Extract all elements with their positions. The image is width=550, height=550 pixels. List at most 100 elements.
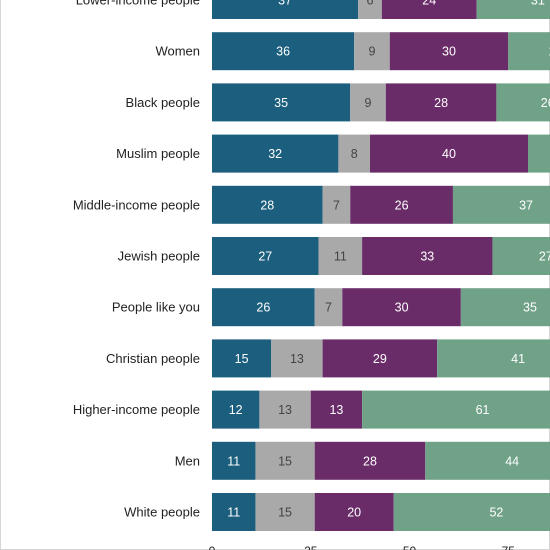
data-label: 37 — [278, 0, 292, 8]
bar-segment — [212, 390, 260, 429]
data-label: 24 — [549, 45, 550, 59]
bar-segment — [508, 32, 550, 71]
category-label: Christian people — [106, 351, 200, 366]
category-label: Women — [155, 44, 200, 59]
bar-row: Muslim people3284017 — [116, 134, 550, 173]
category-label: Muslim people — [116, 146, 200, 161]
data-label: 7 — [325, 301, 332, 315]
data-label: 13 — [329, 403, 343, 417]
data-label: 26 — [395, 198, 409, 212]
data-label: 27 — [539, 250, 550, 264]
data-label: 40 — [442, 147, 456, 161]
data-label: 33 — [420, 250, 434, 264]
category-label: Black people — [126, 95, 200, 110]
x-tick-label: 50 — [403, 544, 417, 550]
bar-segment — [389, 32, 509, 71]
data-label: 9 — [365, 96, 372, 110]
bar-segment — [425, 441, 550, 480]
bar-segment — [342, 288, 461, 327]
data-label: 28 — [434, 96, 448, 110]
bar-row: Men 11 15 28 44 — [175, 441, 550, 480]
bar-row: White people 11 15 20 52 — [124, 493, 550, 531]
bar-segment — [271, 339, 323, 378]
bar-segment — [496, 83, 550, 122]
x-tick-label: 0 — [209, 544, 216, 550]
bar-segment — [314, 441, 426, 480]
bar-segment — [350, 185, 453, 224]
data-label: 28 — [363, 454, 377, 468]
category-label: Middle-income people — [73, 197, 200, 212]
data-label: 30 — [395, 301, 409, 315]
bar-row: Higher-income people 12 13 13 61 — [73, 390, 550, 429]
bar-row: Christian people 15 13 29 41 — [106, 339, 550, 378]
category-label: People like you — [112, 300, 200, 315]
data-label: 32 — [268, 147, 282, 161]
bar-segment — [212, 185, 323, 224]
chart-rows: Lower-income people 37 6 24 31 Women 36 9 30 24 Bl… — [73, 0, 550, 531]
data-label: 35 — [274, 96, 288, 110]
data-label: 36 — [276, 45, 290, 59]
bar-segment — [322, 185, 351, 224]
data-label: 15 — [235, 352, 249, 366]
bar-segment — [212, 83, 351, 122]
bar-segment — [322, 339, 438, 378]
bar-segment — [492, 237, 550, 275]
data-label: 52 — [489, 506, 503, 520]
data-label: 12 — [229, 403, 243, 417]
data-label: 8 — [351, 147, 358, 161]
bar-segment — [212, 32, 355, 71]
bar-segment — [460, 288, 550, 327]
bar-segment — [370, 134, 528, 173]
bar-segment — [212, 0, 359, 19]
data-label: 6 — [367, 0, 374, 8]
bar-segment — [212, 237, 319, 275]
bar-segment — [437, 339, 550, 378]
bar-segment — [318, 237, 363, 275]
bar-segment — [212, 134, 339, 173]
bar-segment — [362, 237, 493, 275]
bar-segment — [528, 134, 550, 173]
bar-segment — [350, 83, 386, 122]
bar-segment — [385, 83, 497, 122]
data-label: 9 — [368, 45, 375, 59]
bar-segment — [452, 185, 550, 224]
data-label: 11 — [227, 454, 240, 468]
data-label: 27 — [258, 250, 272, 264]
data-label: 26 — [256, 301, 270, 315]
bar-segment — [354, 32, 390, 71]
data-label: 31 — [531, 0, 545, 8]
data-label: 30 — [442, 45, 456, 59]
data-label: 20 — [347, 506, 361, 520]
bar-segment — [259, 390, 311, 429]
data-label: 26 — [541, 96, 550, 110]
category-label: White people — [124, 505, 200, 520]
bar-row: Black people 35 9 28 26 — [126, 83, 550, 122]
data-label: 13 — [290, 352, 304, 366]
data-label: 15 — [278, 506, 292, 520]
data-label: 11 — [334, 250, 347, 264]
data-label: 28 — [260, 198, 274, 212]
category-label: Lower-income people — [76, 0, 200, 8]
data-label: 41 — [511, 352, 525, 366]
bar-segment — [338, 134, 370, 173]
bar-segment — [255, 441, 315, 480]
data-label: 35 — [523, 301, 537, 315]
bar-row: People like you 26 7 30 35 — [112, 288, 550, 327]
bar-segment — [212, 493, 256, 531]
data-label: 13 — [278, 403, 292, 417]
bar-row: Jewish people 27 11 33 27 — [118, 237, 550, 275]
bar-segment — [212, 288, 315, 327]
x-tick-label: 75 — [502, 544, 516, 550]
bar-segment — [212, 441, 256, 480]
x-axis: 0255075100% — [209, 544, 516, 550]
bar-segment — [362, 390, 550, 429]
data-label: 29 — [373, 352, 387, 366]
x-tick-label: 25 — [304, 544, 318, 550]
bar-segment — [381, 0, 477, 19]
bar-row: Women 36 9 30 24 — [155, 32, 550, 71]
bar-segment — [393, 493, 550, 531]
category-label: Higher-income people — [73, 402, 200, 417]
bar-segment — [310, 390, 363, 429]
category-label: Jewish people — [118, 249, 200, 264]
